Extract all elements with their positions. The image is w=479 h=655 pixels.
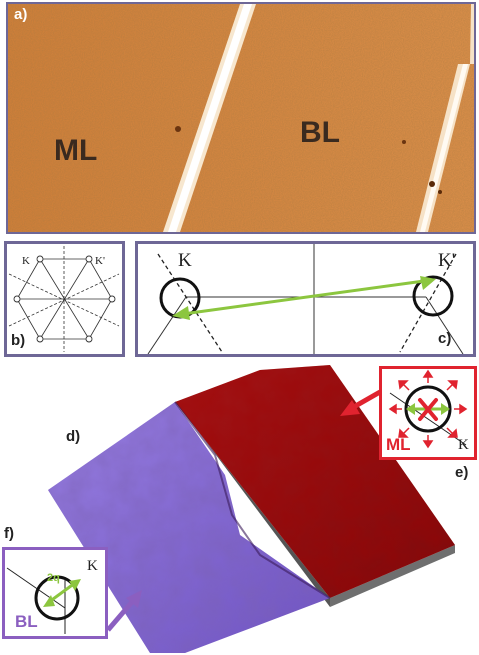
panel-f-label: f) — [4, 525, 14, 542]
bl-scattering-inset — [6, 567, 81, 634]
panel-b-frame: K K' b) — [4, 241, 125, 357]
panel-c-kprime-label: K' — [438, 250, 456, 271]
panel-b-k-label: K — [22, 255, 30, 267]
panel-d-label: d) — [66, 428, 81, 445]
panel-e-inset: ML K — [379, 366, 477, 460]
panel-a-label: a) — [14, 6, 28, 23]
panel-b-label: b) — [11, 332, 26, 349]
panel-f-q-label: 2q — [47, 572, 60, 584]
panel-a-frame: a) ML BL — [6, 2, 476, 234]
stm-topograph-image — [8, 4, 474, 232]
ml-scattering-inset — [388, 369, 468, 449]
surface-3d-render — [48, 365, 455, 653]
ml-region-label: ML — [54, 134, 98, 167]
panel-e-k-label: K — [458, 437, 469, 453]
intervalley-scattering-diagram — [147, 244, 464, 355]
panel-b-kprime-label: K' — [95, 255, 105, 267]
panel-f-bl-label: BL — [15, 612, 38, 631]
panel-c-label: c) — [438, 330, 452, 347]
panel-f-inset: 2q K BL — [2, 547, 108, 639]
panel-c-k-label: K — [178, 250, 192, 271]
brillouin-zone-lattice — [8, 246, 120, 352]
bl-region-label: BL — [300, 116, 340, 149]
panel-c-frame: K K' c) — [135, 241, 476, 357]
panel-e-label: e) — [455, 464, 469, 481]
panel-e-ml-label: ML — [386, 435, 411, 454]
panel-f-k-label: K — [87, 558, 98, 574]
